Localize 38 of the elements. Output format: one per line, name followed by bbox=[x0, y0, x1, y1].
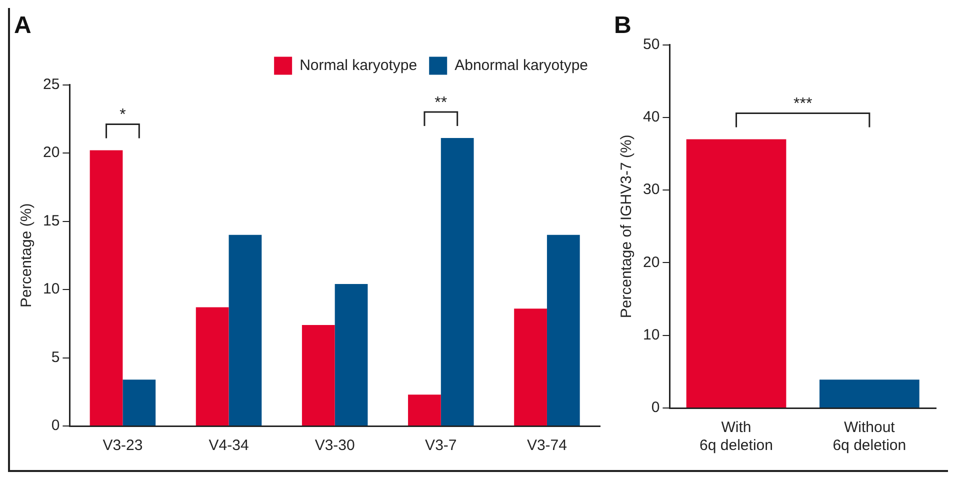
y-tick-label: 20 bbox=[42, 144, 60, 162]
bar bbox=[408, 394, 441, 426]
x-tick-label: V3-30 bbox=[314, 437, 355, 454]
y-tick-label: 20 bbox=[642, 254, 660, 271]
y-tick-label: 10 bbox=[42, 280, 60, 298]
y-tick-label: 30 bbox=[642, 181, 660, 198]
annotation: ** bbox=[434, 94, 448, 112]
y-tick-label: 0 bbox=[51, 417, 60, 434]
x-tick-label: V3-7 bbox=[425, 437, 457, 454]
x-tick-label: V3-74 bbox=[526, 437, 567, 454]
legend-label: Normal karyotype bbox=[300, 56, 418, 74]
bar bbox=[514, 308, 547, 426]
y-tick-label: 25 bbox=[42, 76, 60, 93]
x-tick-label: V3-23 bbox=[102, 437, 143, 454]
y-tick-label: 15 bbox=[42, 212, 60, 230]
y-axis-title: Percentage (%) bbox=[18, 203, 36, 308]
bar bbox=[228, 234, 262, 426]
bar bbox=[90, 150, 123, 426]
x-tick-label: V4-34 bbox=[208, 437, 249, 454]
legend-label: Abnormal karyotype bbox=[454, 56, 588, 74]
bar bbox=[440, 138, 474, 426]
chart-title: B bbox=[614, 12, 632, 40]
chart-title: A bbox=[14, 12, 32, 40]
x-tick-label: With 6q deletion bbox=[700, 419, 773, 454]
y-tick-label: 50 bbox=[642, 36, 660, 53]
y-tick-label: 5 bbox=[51, 348, 60, 366]
y-tick-label: 10 bbox=[642, 326, 660, 344]
bar bbox=[122, 380, 156, 426]
bar bbox=[546, 234, 580, 426]
x-tick-label: Without 6q deletion bbox=[832, 419, 906, 454]
annotation: * bbox=[120, 106, 126, 124]
y-tick-label: 0 bbox=[651, 399, 660, 416]
bar bbox=[302, 325, 335, 426]
y-tick-label: 40 bbox=[642, 108, 660, 126]
bar bbox=[334, 284, 368, 426]
annotation: *** bbox=[794, 96, 812, 113]
bar bbox=[196, 307, 229, 426]
y-axis-title: Percentage of IGHV3-7 (%) bbox=[618, 134, 636, 318]
